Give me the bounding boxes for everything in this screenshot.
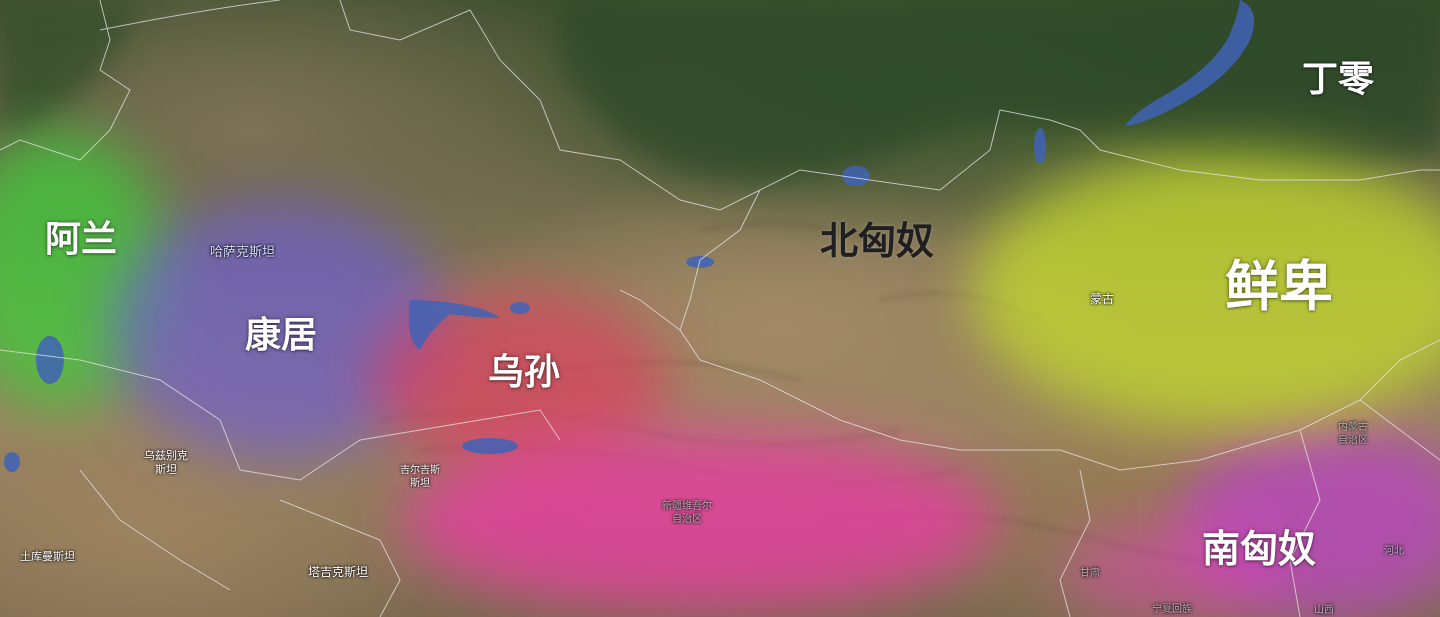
lake-issyk-kul — [462, 438, 518, 454]
lake-sayram — [510, 302, 530, 314]
place-label-xinjiang-line1: 新疆维吾尔 — [662, 501, 712, 512]
place-label-xinjiang: 新疆维吾尔 自治区 — [662, 501, 712, 526]
south-xiongnu-overlay-2 — [1060, 520, 1280, 617]
place-label-uzbekistan: 乌兹别克 斯坦 — [144, 449, 188, 477]
lake-khovsgol — [1034, 128, 1046, 164]
lake-uvs — [842, 166, 870, 186]
region-label-xianbei: 鲜卑 — [1225, 255, 1333, 318]
place-label-inner-mongolia: 内蒙古 自治区 — [1338, 422, 1368, 447]
place-label-inner-mongolia-line1: 内蒙古 — [1338, 422, 1368, 433]
lake-small-west — [4, 452, 20, 472]
place-label-gansu: 甘肃 — [1080, 568, 1100, 579]
tarim-overlay — [400, 430, 1000, 610]
region-label-alan: 阿兰 — [45, 219, 118, 260]
place-label-kyrgyzstan-line1: 吉尔吉斯 — [400, 465, 440, 476]
region-label-wusun: 乌孙 — [488, 352, 561, 393]
wusun-overlay — [370, 290, 670, 470]
lake-balkhash — [408, 300, 500, 350]
place-label-hebei: 河北 — [1384, 546, 1404, 557]
place-label-kyrgyzstan: 吉尔吉斯 斯坦 — [400, 465, 440, 490]
xianbei-overlay — [970, 150, 1440, 430]
region-label-dingling: 丁零 — [1302, 59, 1375, 100]
place-label-kyrgyzstan-line2: 斯坦 — [410, 477, 430, 489]
region-label-south-xiongnu: 南匈奴 — [1202, 527, 1317, 571]
place-label-shanxi: 山西 — [1314, 605, 1334, 616]
region-label-kangju: 康居 — [245, 315, 318, 356]
kangju-overlay — [110, 200, 450, 460]
place-label-mongolia: 蒙古 — [1090, 292, 1115, 306]
place-label-ningxia: 宁夏回族 — [1152, 604, 1192, 615]
lake-aral — [36, 336, 64, 384]
northern-forest — [560, 0, 1440, 182]
place-label-kazakhstan: 哈萨克斯坦 — [210, 245, 276, 260]
place-label-tajikistan: 塔吉克斯坦 — [308, 565, 369, 579]
western-forest — [0, 0, 140, 133]
place-label-uzbekistan-line1: 乌兹别克 — [144, 449, 188, 462]
lake-baikal — [1125, 0, 1255, 126]
lakes — [4, 0, 1255, 472]
place-label-xinjiang-line2: 自治区 — [672, 513, 702, 525]
place-label-uzbekistan-line2: 斯坦 — [155, 462, 177, 476]
place-label-inner-mongolia-line2: 自治区 — [1338, 434, 1368, 446]
place-label-turkmenistan: 土库曼斯坦 — [20, 550, 75, 563]
region-label-north-xiongnu: 北匈奴 — [820, 219, 935, 263]
